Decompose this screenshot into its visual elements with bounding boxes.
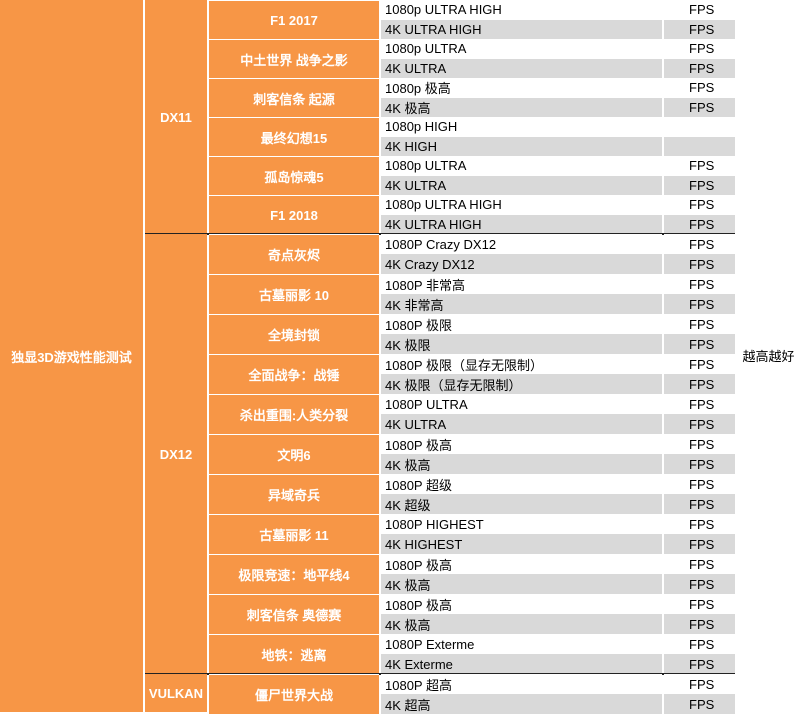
unit-cell: FPS	[664, 674, 735, 694]
unit-cell: FPS	[664, 195, 735, 215]
setting-cell: 4K 极高	[381, 614, 662, 634]
unit-cell: FPS	[664, 214, 735, 234]
setting-cell: 1080P 极高	[381, 554, 662, 574]
column-divider	[143, 0, 145, 712]
unit-cell: FPS	[664, 78, 735, 98]
setting-cell: 4K ULTRA HIGH	[381, 19, 662, 39]
setting-cell: 4K 极限（显存无限制）	[381, 374, 662, 394]
game-name-cell: 异域奇兵	[209, 474, 379, 514]
setting-cell: 4K Crazy DX12	[381, 254, 662, 274]
setting-cell: 1080p ULTRA HIGH	[381, 0, 662, 20]
unit-cell: FPS	[664, 474, 735, 494]
unit-cell: FPS	[664, 614, 735, 634]
game-name-cell: 刺客信条 奥德赛	[209, 594, 379, 634]
setting-cell: 1080P 超级	[381, 474, 662, 494]
unit-cell: FPS	[664, 414, 735, 434]
unit-cell: FPS	[664, 394, 735, 414]
unit-cell: FPS	[664, 274, 735, 294]
game-name-cell: 最终幻想15	[209, 117, 379, 156]
unit-cell: FPS	[664, 0, 735, 20]
unit-cell	[664, 117, 735, 137]
unit-cell: FPS	[664, 554, 735, 574]
game-name-cell: 全面战争：战锤	[209, 354, 379, 394]
game-name-cell: 奇点灰烬	[209, 234, 379, 274]
setting-cell: 1080P Crazy DX12	[381, 234, 662, 254]
unit-cell: FPS	[664, 634, 735, 654]
unit-cell: FPS	[664, 454, 735, 474]
unit-cell: FPS	[664, 175, 735, 195]
unit-cell: FPS	[664, 234, 735, 254]
game-name-cell: 孤岛惊魂5	[209, 156, 379, 195]
game-name-cell: 古墓丽影 10	[209, 274, 379, 314]
setting-cell: 1080p ULTRA	[381, 39, 662, 59]
setting-cell: 4K ULTRA HIGH	[381, 214, 662, 234]
unit-cell: FPS	[664, 19, 735, 39]
column-divider	[379, 0, 381, 712]
category-cell: 独显3D游戏性能测试	[0, 0, 143, 712]
note-cell: 越高越好	[742, 348, 795, 364]
setting-cell: 4K HIGH	[381, 136, 662, 156]
game-name-cell: F1 2017	[209, 0, 379, 39]
setting-cell: 1080p ULTRA HIGH	[381, 195, 662, 215]
setting-cell: 4K 极高	[381, 454, 662, 474]
unit-cell: FPS	[664, 434, 735, 454]
setting-cell: 4K 超级	[381, 494, 662, 514]
setting-cell: 1080p ULTRA	[381, 156, 662, 176]
setting-cell: 4K ULTRA	[381, 175, 662, 195]
setting-cell: 1080P 非常高	[381, 274, 662, 294]
unit-cell: FPS	[664, 494, 735, 514]
unit-cell: FPS	[664, 156, 735, 176]
unit-cell: FPS	[664, 594, 735, 614]
setting-cell: 1080P ULTRA	[381, 394, 662, 414]
unit-cell: FPS	[664, 294, 735, 314]
unit-cell: FPS	[664, 97, 735, 117]
game-name-cell: 地铁：逃离	[209, 634, 379, 674]
game-name-cell: 文明6	[209, 434, 379, 474]
setting-cell: 1080P 极高	[381, 594, 662, 614]
setting-cell: 1080p HIGH	[381, 117, 662, 137]
unit-cell	[664, 136, 735, 156]
game-name-cell: 极限竞速：地平线4	[209, 554, 379, 594]
game-name-cell: 僵尸世界大战	[209, 674, 379, 714]
setting-cell: 4K ULTRA	[381, 58, 662, 78]
game-name-cell: 刺客信条 起源	[209, 78, 379, 117]
unit-cell: FPS	[664, 694, 735, 714]
setting-cell: 1080P 极高	[381, 434, 662, 454]
unit-cell: FPS	[664, 354, 735, 374]
setting-cell: 4K Exterme	[381, 654, 662, 674]
setting-cell: 4K HIGHEST	[381, 534, 662, 554]
setting-cell: 4K 极高	[381, 97, 662, 117]
unit-cell: FPS	[664, 39, 735, 59]
unit-cell: FPS	[664, 58, 735, 78]
setting-cell: 4K 非常高	[381, 294, 662, 314]
setting-cell: 1080P 极限（显存无限制）	[381, 354, 662, 374]
unit-cell: FPS	[664, 334, 735, 354]
unit-cell: FPS	[664, 314, 735, 334]
setting-cell: 1080p 极高	[381, 78, 662, 98]
api-cell: DX11	[145, 0, 207, 234]
setting-cell: 4K 超高	[381, 694, 662, 714]
setting-cell: 4K ULTRA	[381, 414, 662, 434]
unit-cell: FPS	[664, 254, 735, 274]
setting-cell: 1080P 极限	[381, 314, 662, 334]
setting-cell: 4K 极限	[381, 334, 662, 354]
api-cell: VULKAN	[145, 674, 207, 712]
unit-cell: FPS	[664, 534, 735, 554]
unit-cell: FPS	[664, 654, 735, 674]
setting-cell: 4K 极高	[381, 574, 662, 594]
setting-cell: 1080P Exterme	[381, 634, 662, 654]
unit-cell: FPS	[664, 514, 735, 534]
unit-cell: FPS	[664, 374, 735, 394]
game-name-cell: 全境封锁	[209, 314, 379, 354]
setting-cell: 1080P 超高	[381, 674, 662, 694]
column-divider	[207, 0, 209, 712]
game-name-cell: 中土世界 战争之影	[209, 39, 379, 78]
game-name-cell: 杀出重围:人类分裂	[209, 394, 379, 434]
api-cell: DX12	[145, 234, 207, 674]
game-name-cell: F1 2018	[209, 195, 379, 234]
setting-cell: 1080P HIGHEST	[381, 514, 662, 534]
unit-cell: FPS	[664, 574, 735, 594]
game-name-cell: 古墓丽影 11	[209, 514, 379, 554]
